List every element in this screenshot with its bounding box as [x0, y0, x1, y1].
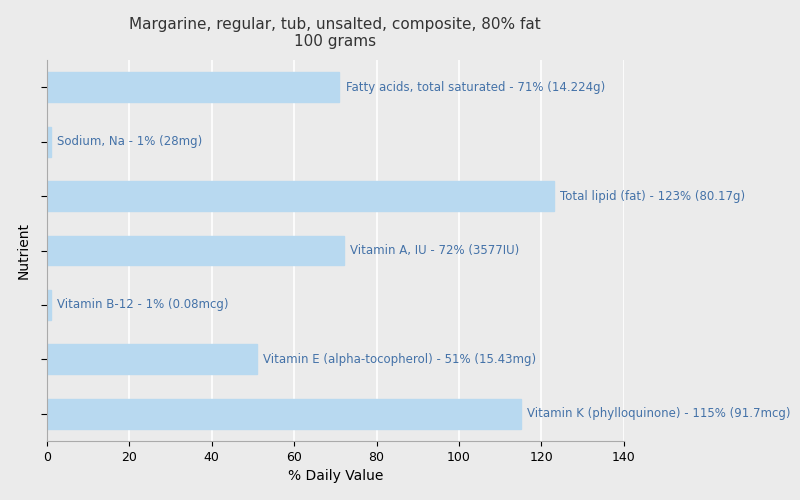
Bar	[46, 72, 339, 102]
X-axis label: % Daily Value: % Daily Value	[287, 470, 383, 484]
Bar	[46, 399, 521, 429]
Bar	[46, 181, 554, 211]
Text: Sodium, Na - 1% (28mg): Sodium, Na - 1% (28mg)	[57, 135, 202, 148]
Text: Vitamin K (phylloquinone) - 115% (91.7mcg): Vitamin K (phylloquinone) - 115% (91.7mc…	[527, 408, 790, 420]
Text: Vitamin B-12 - 1% (0.08mcg): Vitamin B-12 - 1% (0.08mcg)	[57, 298, 229, 312]
Title: Margarine, regular, tub, unsalted, composite, 80% fat
100 grams: Margarine, regular, tub, unsalted, compo…	[130, 16, 541, 49]
Bar	[46, 236, 343, 266]
Bar	[46, 344, 257, 374]
Text: Total lipid (fat) - 123% (80.17g): Total lipid (fat) - 123% (80.17g)	[560, 190, 745, 202]
Bar	[46, 290, 50, 320]
Text: Fatty acids, total saturated - 71% (14.224g): Fatty acids, total saturated - 71% (14.2…	[346, 80, 605, 94]
Bar	[46, 126, 50, 156]
Text: Vitamin A, IU - 72% (3577IU): Vitamin A, IU - 72% (3577IU)	[350, 244, 519, 257]
Y-axis label: Nutrient: Nutrient	[17, 222, 30, 279]
Text: Vitamin E (alpha-tocopherol) - 51% (15.43mg): Vitamin E (alpha-tocopherol) - 51% (15.4…	[263, 353, 536, 366]
